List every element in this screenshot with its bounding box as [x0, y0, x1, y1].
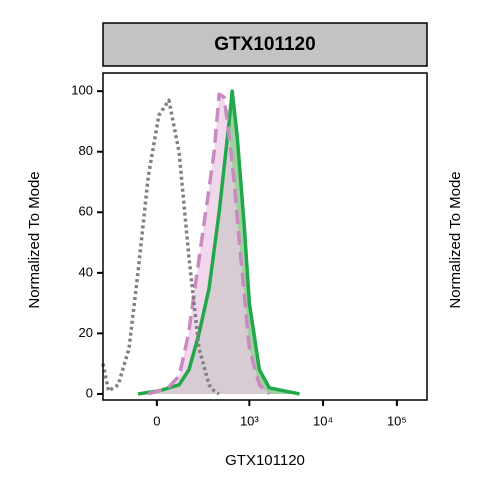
area-fill [148, 94, 270, 394]
x-tick-label: 0 [153, 413, 160, 428]
plot-area [101, 89, 300, 396]
y-tick-label: 0 [86, 385, 93, 400]
x-axis-label: GTX101120 [225, 452, 305, 469]
chart-title: GTX101120 [214, 34, 315, 55]
y-tick-label: 20 [79, 325, 93, 340]
histogram-line [137, 89, 300, 396]
x-tick-label: 10⁵ [387, 413, 407, 428]
title-box [102, 22, 428, 67]
plot-frame [102, 72, 428, 401]
x-tick-label: 10³ [240, 413, 259, 428]
histogram-line [147, 92, 271, 396]
y-tick-label: 80 [79, 143, 93, 158]
y-tick-label: 60 [79, 204, 93, 219]
histogram-line [101, 98, 220, 396]
y-axis-label: Normalized To Mode [26, 171, 43, 308]
x-tick-label: 10⁴ [313, 413, 333, 428]
y-tick-label: 100 [71, 83, 93, 98]
y2-axis-label: Normalized To Mode [447, 171, 464, 308]
y-tick-label: 40 [79, 264, 93, 279]
